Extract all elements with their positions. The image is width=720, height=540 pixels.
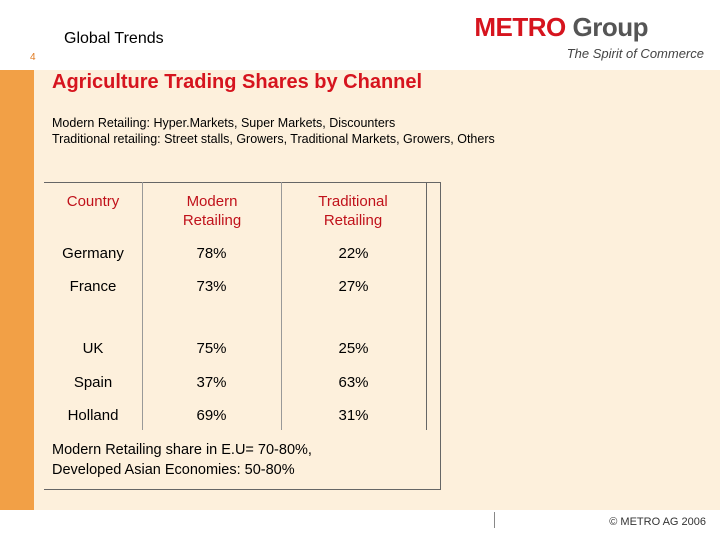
cell-country: France [69, 278, 117, 295]
cell-country: Holland [67, 407, 119, 424]
table-frame [44, 182, 441, 490]
header-traditional-retailing: Traditional Retailing [318, 193, 388, 229]
logo-wordmark: METRO Group [474, 12, 648, 43]
copyright: © METRO AG 2006 [609, 516, 706, 528]
note-line-asia: Developed Asian Economies: 50-80% [52, 462, 295, 478]
metro-group-logo: METRO Group The Spirit of Commerce [474, 12, 710, 64]
logo-group: Group [572, 12, 649, 42]
footer-divider [494, 512, 495, 528]
cell-modern: 78% [196, 245, 227, 262]
summary-note: Modern Retailing share in E.U= 70-80%, D… [52, 440, 312, 480]
table-right-border [426, 182, 427, 430]
cell-traditional: 27% [338, 278, 369, 295]
cell-modern: 37% [196, 374, 227, 391]
slide-panel [34, 70, 720, 510]
cell-country: UK [82, 340, 104, 357]
column-divider [142, 182, 143, 430]
note-line-eu: Modern Retailing share in E.U= 70-80%, [52, 442, 312, 458]
cell-country: Spain [73, 374, 113, 391]
page-number: 4 [30, 52, 36, 63]
cell-traditional: 31% [338, 407, 369, 424]
cell-modern: 69% [196, 407, 227, 424]
left-accent-bar [0, 70, 34, 510]
section-title: Global Trends [64, 30, 164, 47]
definition-modern: Modern Retailing: Hyper.Markets, Super M… [52, 116, 396, 130]
header-modern-retailing: Modern Retailing [182, 193, 242, 229]
logo-tagline: The Spirit of Commerce [566, 46, 704, 61]
cell-traditional: 25% [338, 340, 369, 357]
cell-traditional: 22% [338, 245, 369, 262]
logo-brand: METRO [474, 12, 566, 42]
definition-traditional: Traditional retailing: Street stalls, Gr… [52, 132, 495, 146]
header-country: Country [66, 193, 120, 210]
cell-traditional: 63% [338, 374, 369, 391]
column-divider [281, 182, 282, 430]
cell-modern: 73% [196, 278, 227, 295]
slide-title: Agriculture Trading Shares by Channel [52, 71, 423, 93]
cell-modern: 75% [196, 340, 227, 357]
cell-country: Germany [62, 245, 124, 262]
